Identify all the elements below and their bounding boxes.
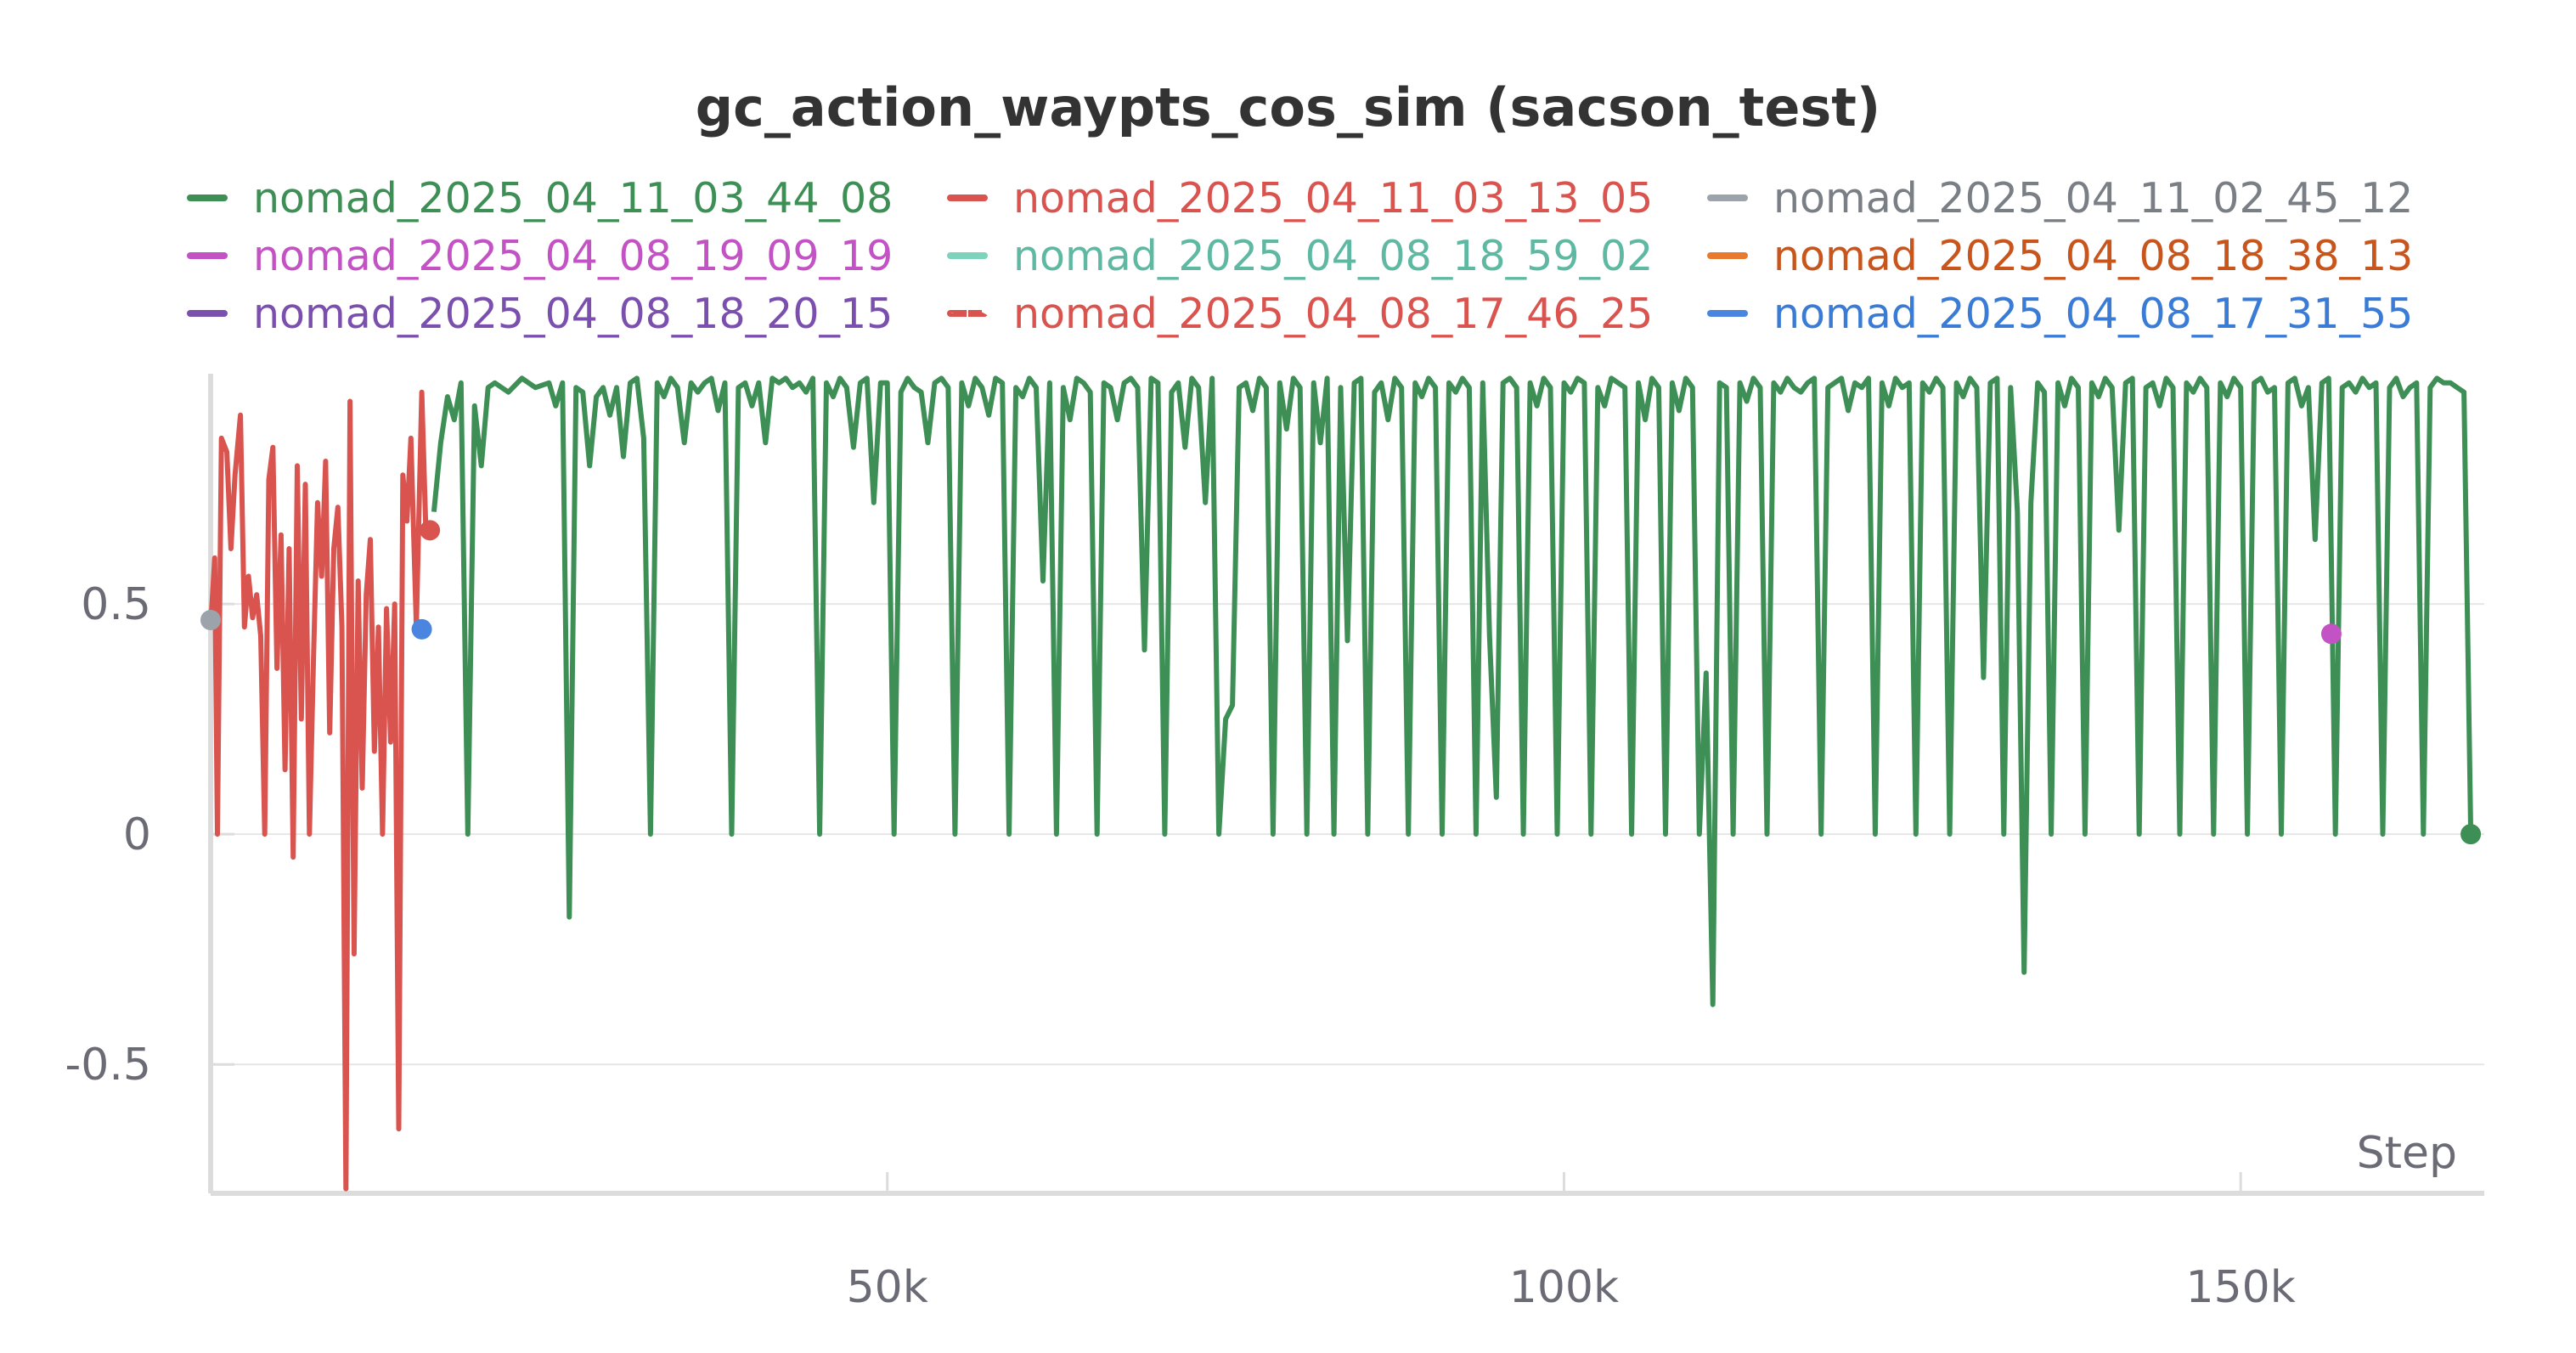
legend-label: nomad_2025_04_11_03_13_05	[1013, 173, 1654, 223]
legend-item[interactable]: nomad_2025_04_11_02_45_12	[1707, 168, 2413, 228]
series-end-point	[420, 520, 441, 541]
legend-swatch	[947, 194, 988, 201]
legend-item[interactable]: nomad_2025_04_08_18_20_15	[187, 284, 893, 343]
y-tick-label: -0.5	[65, 1040, 151, 1091]
legend-item[interactable]: nomad_2025_04_08_18_38_13	[1707, 226, 2413, 285]
legend-label: nomad_2025_04_11_02_45_12	[1773, 173, 2414, 223]
legend-swatch	[947, 252, 988, 259]
y-tick-label: 0.5	[81, 579, 151, 630]
legend-swatch	[947, 310, 988, 317]
legend-swatch	[1707, 194, 1748, 201]
legend-swatch	[187, 194, 228, 201]
legend-item[interactable]: nomad_2025_04_11_03_44_08	[187, 168, 893, 228]
legend-label: nomad_2025_04_11_03_44_08	[253, 173, 893, 223]
legend-item[interactable]: nomad_2025_04_08_17_31_55	[1707, 284, 2413, 343]
legend-swatch	[1707, 310, 1748, 317]
legend-label: nomad_2025_04_08_17_46_25	[1013, 289, 1654, 338]
series-end-point	[2460, 824, 2482, 845]
chart-title: gc_action_waypts_cos_sim (sacson_test)	[695, 76, 1881, 138]
x-tick-label: 150k	[2185, 1262, 2295, 1313]
legend-item[interactable]: nomad_2025_04_08_18_59_02	[947, 226, 1653, 285]
legend-label: nomad_2025_04_08_18_38_13	[1773, 231, 2414, 280]
x-tick-label: 50k	[847, 1262, 928, 1313]
legend-swatch	[187, 252, 228, 259]
series-end-point	[200, 610, 221, 631]
legend-item[interactable]: nomad_2025_04_11_03_13_05	[947, 168, 1653, 228]
legend-item[interactable]: nomad_2025_04_08_19_09_19	[187, 226, 893, 285]
series-end-point	[2320, 623, 2342, 645]
series-line	[208, 389, 431, 1192]
y-tick-label: 0	[123, 809, 151, 860]
series-end-point	[411, 618, 432, 640]
legend-swatch	[1707, 252, 1748, 259]
series-line	[431, 375, 2474, 1007]
legend-label: nomad_2025_04_08_19_09_19	[253, 231, 893, 280]
legend-swatch	[187, 310, 228, 317]
x-tick-label: 100k	[1509, 1262, 1619, 1313]
legend-label: nomad_2025_04_08_17_31_55	[1773, 289, 2414, 338]
legend-item[interactable]: nomad_2025_04_08_17_46_25	[947, 284, 1653, 343]
legend-label: nomad_2025_04_08_18_59_02	[1013, 231, 1654, 280]
legend-label: nomad_2025_04_08_18_20_15	[253, 289, 893, 338]
x-axis-title: Step	[2357, 1128, 2457, 1179]
